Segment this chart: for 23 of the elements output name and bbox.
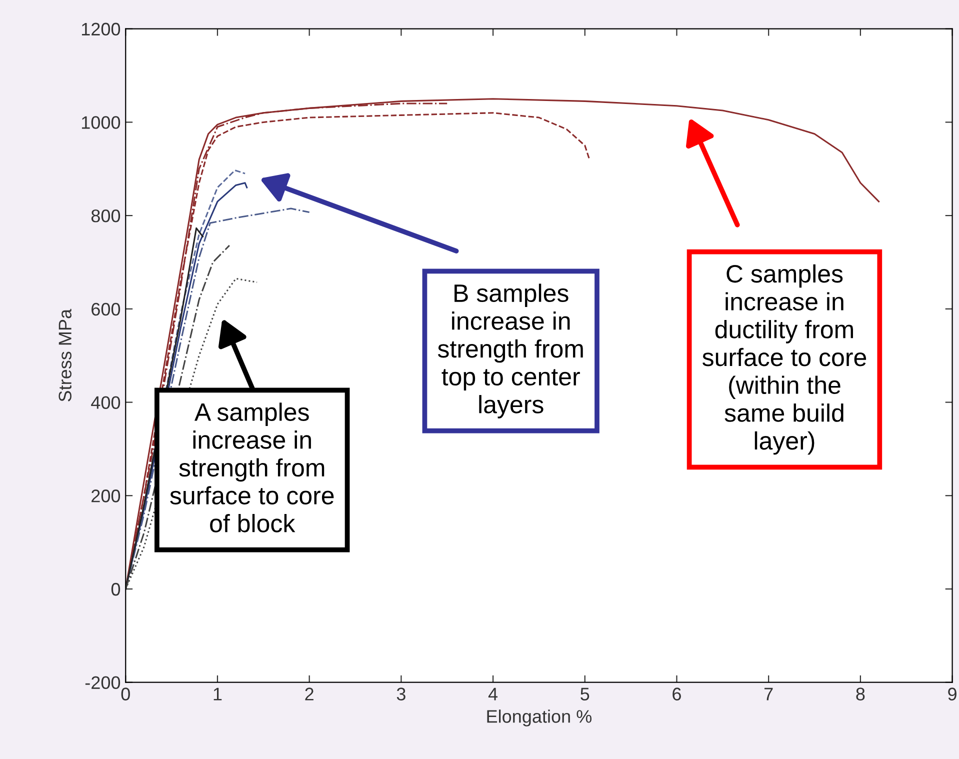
y-tick-label: 1200 [82, 22, 120, 36]
x-axis-title: Elongation % [487, 710, 592, 726]
x-tick-label: 3 [396, 688, 406, 700]
x-tick-label: 9 [948, 688, 956, 700]
y-tick-label: 0 [111, 582, 120, 596]
x-tick-label: 6 [672, 688, 681, 700]
y-axis-title: Stress MPa [58, 308, 72, 402]
y-tick-label: 400 [91, 396, 120, 409]
annotation: B samples increase in strength from top to center layers [438, 284, 583, 418]
y-tick-label: 1000 [82, 116, 120, 129]
x-tick-label: 2 [305, 688, 314, 700]
x-tick-label: 8 [856, 688, 865, 700]
annotation: C samples increase in ductility from surface to core (within the same build layer) [702, 264, 866, 455]
x-tick-label: 7 [764, 688, 773, 700]
x-tick-label: 4 [488, 688, 498, 700]
y-tick-label: -200 [85, 676, 120, 690]
x-tick-label: 1 [214, 688, 222, 700]
y-tick-label: 800 [91, 209, 120, 222]
annotation: A samples increase in strength from surface to core of block [170, 402, 334, 532]
x-tick-label: 5 [580, 688, 590, 700]
y-tick-label: 200 [92, 490, 120, 502]
y-tick-label: 600 [92, 302, 120, 316]
x-tick-label: 0 [121, 688, 130, 700]
